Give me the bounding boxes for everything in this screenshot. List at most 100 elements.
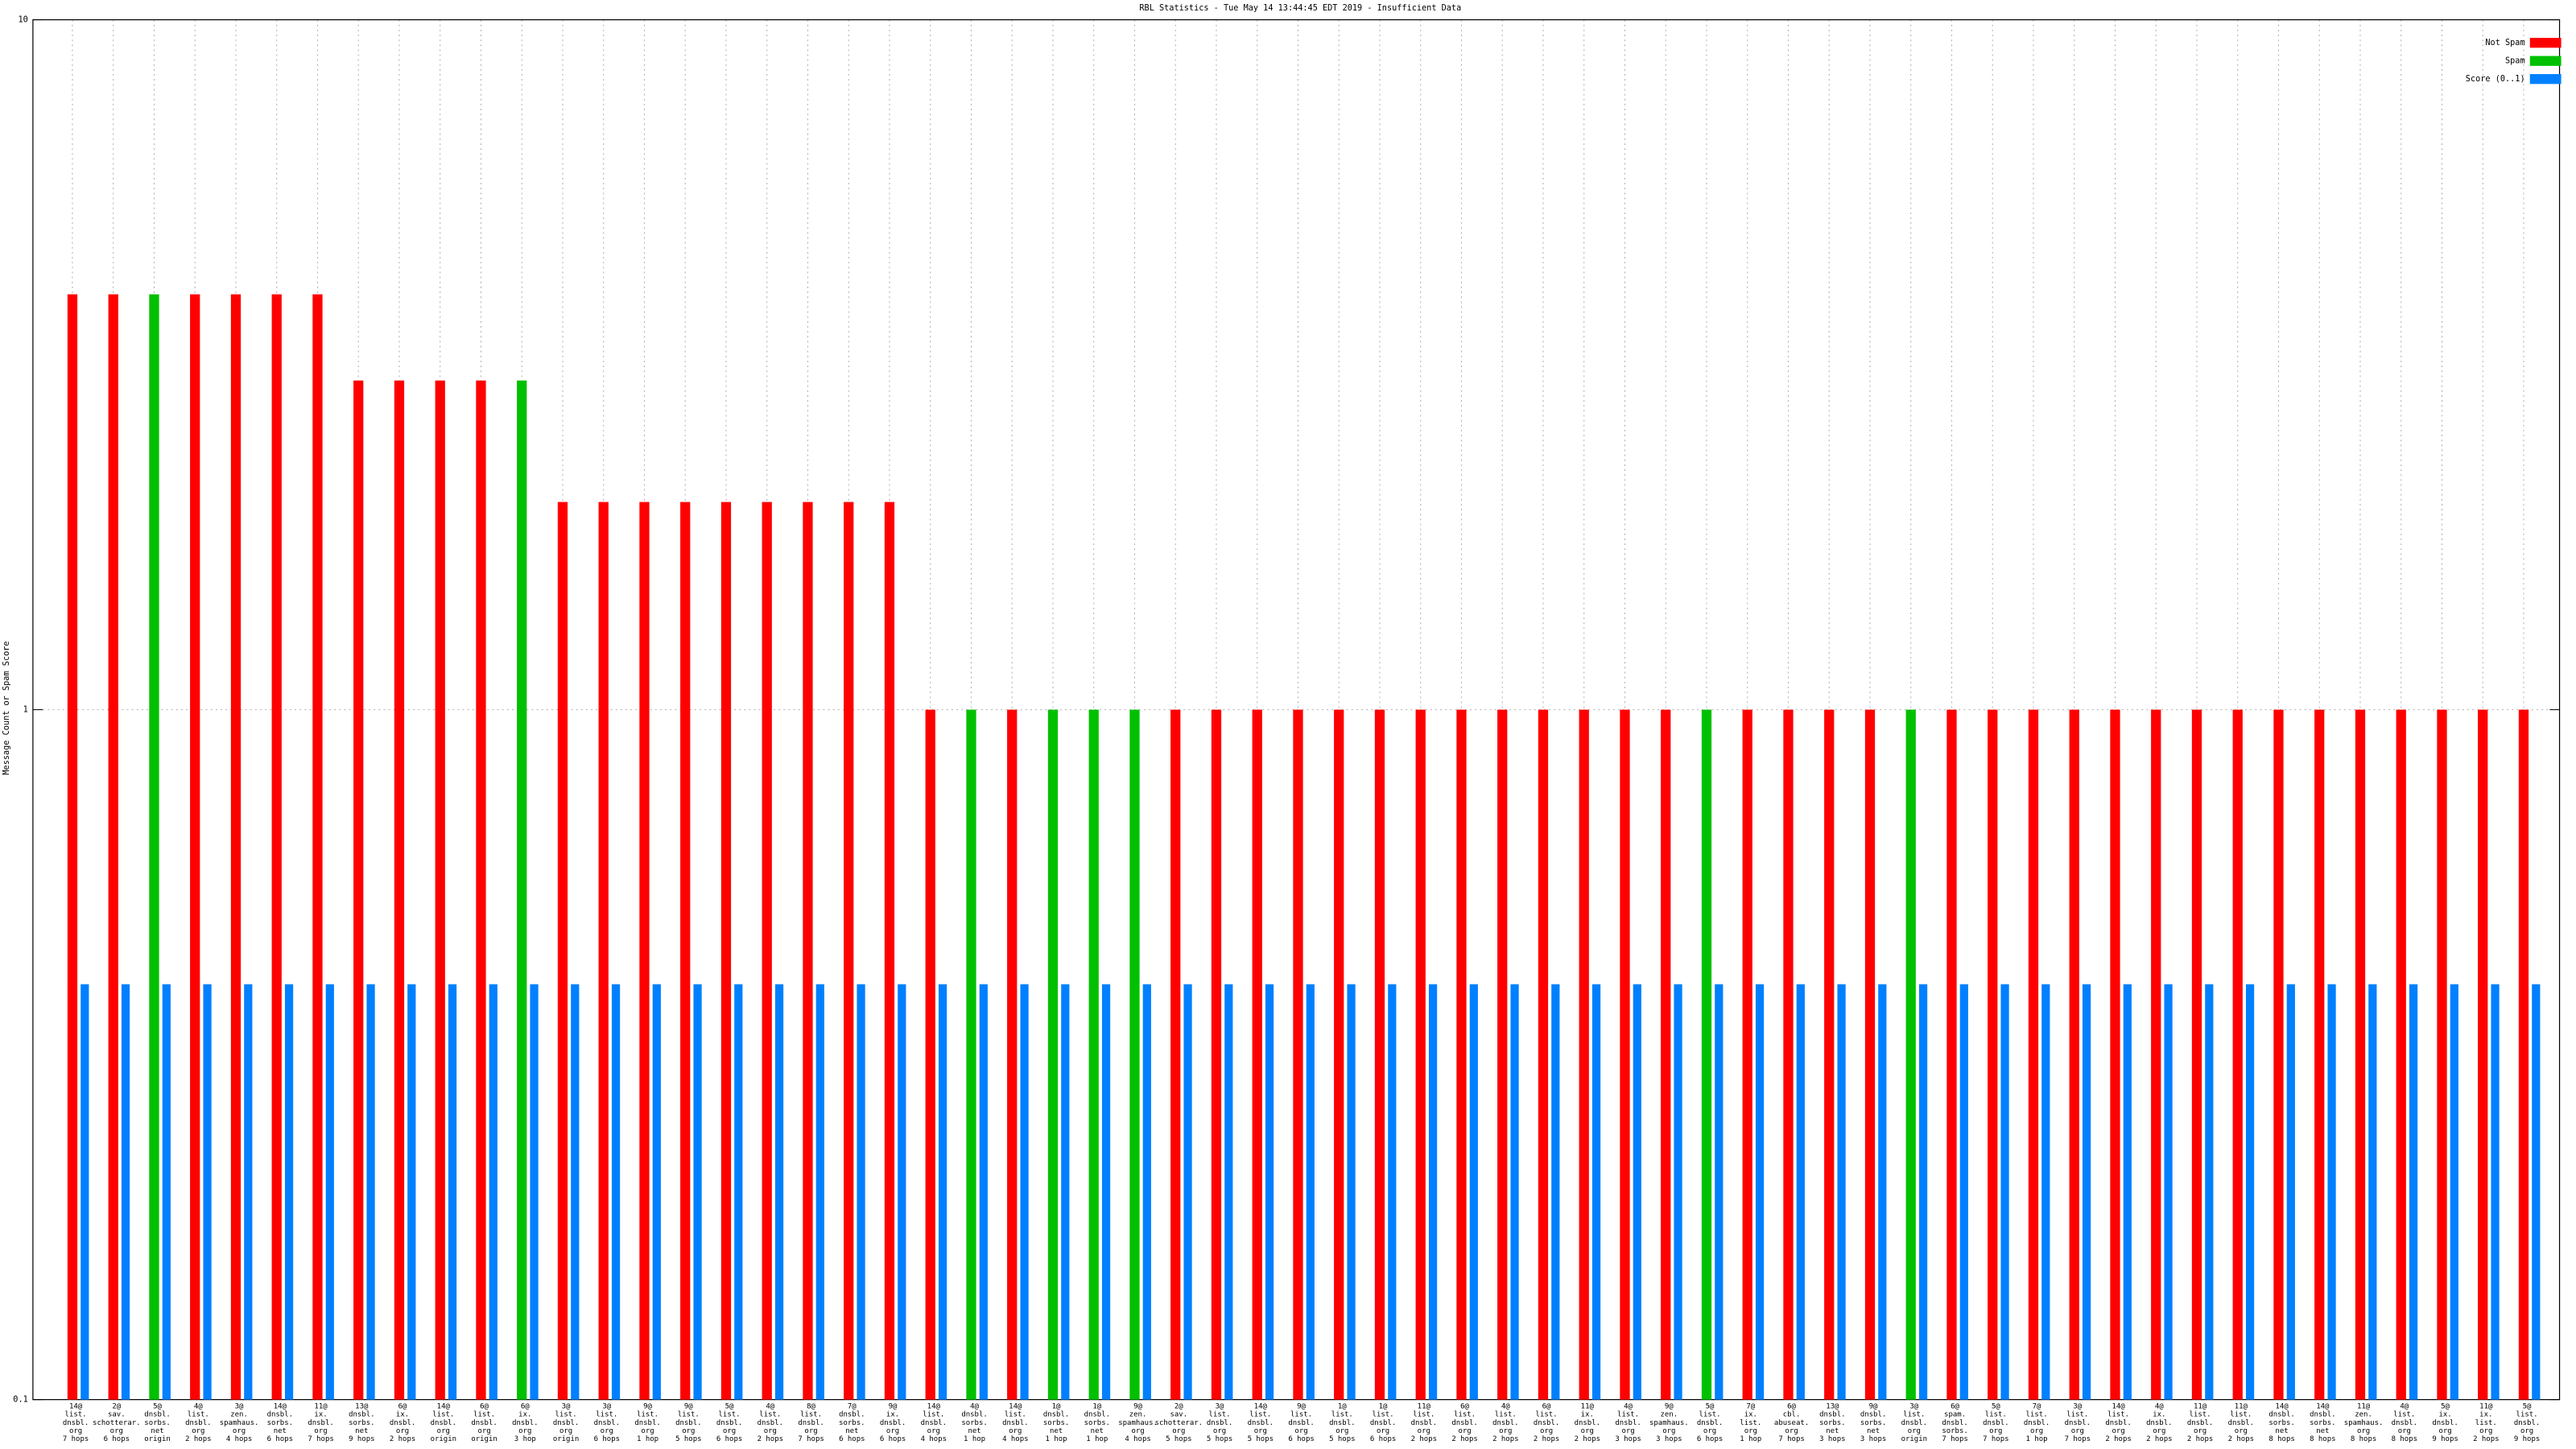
x-tick-label: org	[886, 1427, 899, 1435]
x-tick-label: dnsbl.	[1615, 1419, 1641, 1427]
bar	[1878, 984, 1887, 1400]
bar	[639, 502, 650, 1400]
bar	[1047, 709, 1059, 1400]
x-tick-label: dnsbl.	[921, 1419, 947, 1427]
x-tick-label: sorbs.	[1084, 1419, 1110, 1427]
x-tick-label: spamhaus.	[220, 1419, 259, 1427]
bar	[1510, 984, 1519, 1400]
x-tick-label: dnsbl.	[2268, 1411, 2294, 1419]
x-tick-label: 7 hops	[798, 1435, 824, 1443]
x-tick-label: dnsbl.	[1370, 1419, 1396, 1427]
x-tick-label: 11@	[2357, 1402, 2371, 1410]
x-tick-label: list.	[2026, 1411, 2048, 1419]
x-tick-label: 13@	[355, 1402, 369, 1410]
x-tick-label: 6 hops	[1288, 1435, 1314, 1443]
bar	[898, 984, 906, 1400]
x-tick-label: 4@	[194, 1402, 203, 1410]
x-tick-label: list.	[1617, 1411, 1639, 1419]
x-tick-label: list.	[1740, 1419, 1761, 1427]
x-tick-label: 14@	[1254, 1402, 1268, 1410]
x-tick-label: org	[110, 1427, 123, 1435]
x-tick-label: list.	[1495, 1411, 1517, 1419]
x-tick-label: list.	[800, 1411, 822, 1419]
x-tick-label: list.	[1413, 1411, 1435, 1419]
x-tick-label: list.	[473, 1411, 495, 1419]
x-tick-label: org	[2071, 1427, 2084, 1435]
bar	[1783, 709, 1794, 1400]
x-tick-label: org	[1009, 1427, 1022, 1435]
x-tick-label: sorbs.	[1860, 1419, 1886, 1427]
x-tick-label: dnsbl.	[594, 1419, 620, 1427]
bar	[108, 294, 118, 1400]
x-tick-label: net	[355, 1427, 368, 1435]
bar	[2491, 984, 2500, 1400]
x-tick-label: ix.	[396, 1411, 409, 1419]
x-tick-label: 14@	[1009, 1402, 1022, 1410]
x-tick-label: 11@	[1418, 1402, 1431, 1410]
x-tick-label: sav.	[1170, 1411, 1187, 1419]
bar	[734, 984, 743, 1400]
bar	[2151, 709, 2161, 1400]
bar	[1224, 984, 1233, 1400]
bar	[1061, 984, 1070, 1400]
x-tick-label: dnsbl.	[2024, 1419, 2050, 1427]
x-tick-label: 4 hops	[1002, 1435, 1028, 1443]
x-tick-label: origin	[471, 1435, 497, 1443]
x-tick-label: dnsbl.	[267, 1411, 293, 1419]
x-tick-label: org	[2357, 1427, 2370, 1435]
x-tick-label: dnsbl.	[1983, 1419, 2008, 1427]
legend-swatch	[2529, 74, 2562, 85]
legend-swatch	[2529, 56, 2562, 66]
bar	[230, 294, 242, 1400]
x-tick-label: dnsbl.	[1002, 1419, 1028, 1427]
x-tick-label: spam.	[1944, 1411, 1966, 1419]
bar	[1334, 709, 1344, 1400]
x-tick-label: list.	[719, 1411, 741, 1419]
x-tick-label: ix.	[2153, 1411, 2165, 1419]
x-tick-label: 3@	[602, 1402, 611, 1410]
x-tick-label: 6 hops	[1697, 1435, 1723, 1443]
x-tick-label: 1 hop	[1046, 1435, 1067, 1443]
x-tick-label: 4 hops	[226, 1435, 252, 1443]
bar	[1101, 984, 1111, 1400]
legend-label: Score (0..1)	[2466, 75, 2525, 84]
bar	[2478, 709, 2488, 1400]
x-tick-label: org	[682, 1427, 695, 1435]
x-tick-label: org	[1294, 1427, 1307, 1435]
x-tick-label: org	[1213, 1427, 1226, 1435]
x-tick-label: dnsbl.	[390, 1419, 415, 1427]
bar	[312, 294, 323, 1400]
x-tick-label: 11@	[2235, 1402, 2248, 1410]
x-tick-label: dnsbl.	[2514, 1419, 2540, 1427]
x-tick-label: sorbs.	[2268, 1419, 2294, 1427]
x-tick-label: schotterar.	[1155, 1419, 1203, 1427]
bar	[1796, 984, 1805, 1400]
x-tick-label: 9@	[1297, 1402, 1306, 1410]
x-tick-label: org	[1908, 1427, 1921, 1435]
x-tick-label: ix.	[886, 1411, 899, 1419]
x-tick-label: 3 hops	[1656, 1435, 1682, 1443]
x-tick-label: dnsbl.	[839, 1411, 865, 1419]
x-tick-label: org	[2520, 1427, 2533, 1435]
bar	[680, 502, 691, 1400]
x-tick-label: dnsbl.	[2310, 1411, 2335, 1419]
bar	[966, 709, 976, 1400]
x-tick-label: net	[1091, 1427, 1104, 1435]
bar	[2396, 709, 2406, 1400]
bar	[407, 984, 416, 1400]
x-tick-label: org	[1662, 1427, 1675, 1435]
bar	[67, 294, 78, 1400]
x-tick-label: ix.	[1581, 1411, 1594, 1419]
x-tick-label: 5@	[725, 1402, 734, 1410]
bar	[2191, 709, 2202, 1400]
x-tick-label: dnsbl.	[1697, 1419, 1723, 1427]
x-tick-label: dnsbl.	[961, 1411, 987, 1419]
x-tick-label: dnsbl.	[634, 1419, 660, 1427]
x-tick-label: 2 hops	[1492, 1435, 1518, 1443]
x-tick-label: 3@	[1909, 1402, 1918, 1410]
x-tick-label: org	[764, 1427, 777, 1435]
x-tick-label: 7 hops	[1942, 1435, 1967, 1443]
bar	[774, 984, 784, 1400]
x-tick-label: 1 hop	[1086, 1435, 1108, 1443]
x-tick-label: net	[1826, 1427, 1839, 1435]
